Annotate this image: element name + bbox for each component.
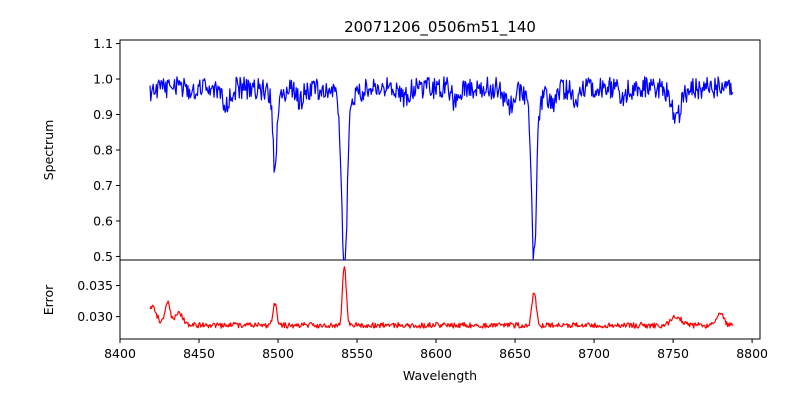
error-series-line (149, 266, 734, 329)
x-tick-label: 8700 (578, 346, 610, 361)
x-tick-label: 8450 (183, 346, 215, 361)
error-y-axis-label: Error (41, 284, 56, 315)
x-axis-label: Wavelength (403, 368, 477, 383)
spectrum-y-tick-label: 0.5 (93, 249, 113, 264)
x-tick-label: 8550 (341, 346, 373, 361)
error-panel: Error (41, 259, 761, 340)
spectrum-y-tick-label: 0.9 (93, 107, 113, 122)
spectrum-y-tick-label: 1.1 (93, 36, 113, 51)
spectrum-y-tick-label: 1.0 (93, 72, 113, 87)
error-plot-area (119, 259, 761, 340)
x-tick-label: 8650 (499, 346, 531, 361)
chart-title: 20071206_0506m51_140 (344, 18, 536, 37)
spectrum-y-tick-label: 0.6 (93, 213, 113, 228)
spectrum-y-tick-label: 0.8 (93, 143, 113, 158)
error-y-tick-label: 0.030 (77, 309, 113, 324)
x-tick-label: 8750 (657, 346, 689, 361)
spectrum-panel: Spectrum (41, 39, 761, 261)
spectrum-plot-area (119, 39, 761, 261)
error-y-tick-label: 0.035 (77, 278, 113, 293)
spectrum-y-tick-label: 0.7 (93, 178, 113, 193)
x-tick-label: 8600 (420, 346, 452, 361)
x-tick-label: 8400 (104, 346, 136, 361)
x-tick-label: 8500 (262, 346, 294, 361)
x-tick-label: 8800 (736, 346, 768, 361)
spectrum-y-axis-label: Spectrum (41, 120, 56, 181)
spectrum-series-line (149, 76, 734, 261)
